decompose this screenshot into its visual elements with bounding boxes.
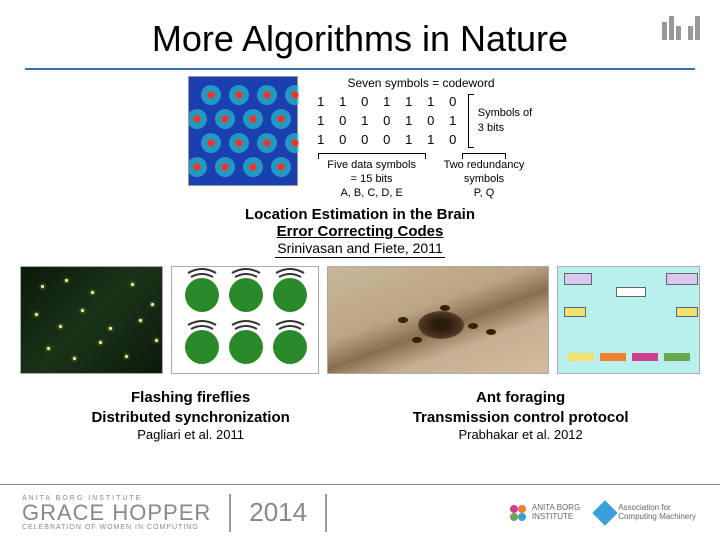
- slide-footer: ANITA BORG INSTITUTE GRACE HOPPER CELEBR…: [0, 484, 720, 540]
- redundancy-symbols-group: Two redundancy symbols P, Q: [444, 153, 525, 200]
- grid-cells-image: [188, 76, 298, 186]
- bc-l1: Flashing fireflies: [91, 388, 289, 408]
- footer-name: GRACE HOPPER: [22, 502, 211, 524]
- abi-icon: [508, 503, 528, 523]
- footer-r1: Two redundancy: [444, 159, 525, 171]
- bc-l-cit: Pagliari et al. 2011: [91, 427, 289, 444]
- side-label-1: Symbols of: [478, 107, 532, 119]
- ants-panel: [327, 266, 549, 374]
- bc-r-cit: Prabhakar et al. 2012: [413, 427, 629, 444]
- fireflies-caption: Flashing fireflies Distributed synchroni…: [91, 388, 289, 444]
- acm-logo: Association forComputing Machinery: [596, 504, 696, 522]
- title-underline: [25, 68, 695, 70]
- abi-logo: ANITA BORGINSTITUTE: [508, 503, 580, 523]
- code-header: Seven symbols = codeword: [347, 76, 494, 90]
- footer-logos: ANITA BORGINSTITUTE Association forCompu…: [508, 503, 720, 523]
- code-block: Seven symbols = codeword 110111010101011…: [310, 76, 532, 200]
- ants-caption: Ant foraging Transmission control protoc…: [413, 388, 629, 444]
- footer-l2: = 15 bits: [351, 173, 393, 185]
- data-symbols-group: Five data symbols = 15 bits A, B, C, D, …: [318, 153, 426, 200]
- abi-text: ANITA BORGINSTITUTE: [532, 504, 580, 522]
- grace-hopper-logo: ANITA BORG INSTITUTE GRACE HOPPER CELEBR…: [0, 495, 211, 531]
- separator: [229, 494, 231, 532]
- footer-year: 2014: [249, 497, 307, 528]
- fireflies-panel: [20, 266, 163, 374]
- acm-text: Association forComputing Machinery: [618, 504, 696, 522]
- top-caption-cit: Srinivasan and Fiete, 2011: [275, 240, 445, 258]
- footer-r2: symbols: [464, 173, 504, 185]
- acm-icon: [592, 500, 617, 525]
- bc-l2: Distributed synchronization: [91, 408, 289, 428]
- footer-l1: Five data symbols: [327, 159, 416, 171]
- footer-r3: P, Q: [474, 187, 495, 199]
- code-matrix: 110111010101011000110: [310, 92, 464, 149]
- slide-title: More Algorithms in Nature: [0, 0, 720, 68]
- top-caption: Location Estimation in the Brain Error C…: [0, 206, 720, 258]
- image-gallery: [0, 266, 720, 374]
- circles-panel: [171, 266, 319, 374]
- bracket-icon: [468, 94, 474, 148]
- bc-r2: Transmission control protocol: [413, 408, 629, 428]
- ant-hole: [418, 311, 464, 339]
- symbols-label: Symbols of 3 bits: [478, 106, 532, 135]
- top-caption-2: Error Correcting Codes: [0, 223, 720, 240]
- diagram-panel: [557, 266, 700, 374]
- footer-l3: A, B, C, D, E: [340, 187, 402, 199]
- corner-logo: [660, 12, 704, 47]
- bc-r1: Ant foraging: [413, 388, 629, 408]
- footer-sub: CELEBRATION OF WOMEN IN COMPUTING: [22, 524, 211, 531]
- bottom-captions: Flashing fireflies Distributed synchroni…: [0, 382, 720, 444]
- top-figure: Seven symbols = codeword 110111010101011…: [0, 76, 720, 200]
- top-caption-1: Location Estimation in the Brain: [0, 206, 720, 223]
- bars-icon: [660, 12, 704, 42]
- side-label-2: 3 bits: [478, 122, 504, 134]
- separator: [325, 494, 327, 532]
